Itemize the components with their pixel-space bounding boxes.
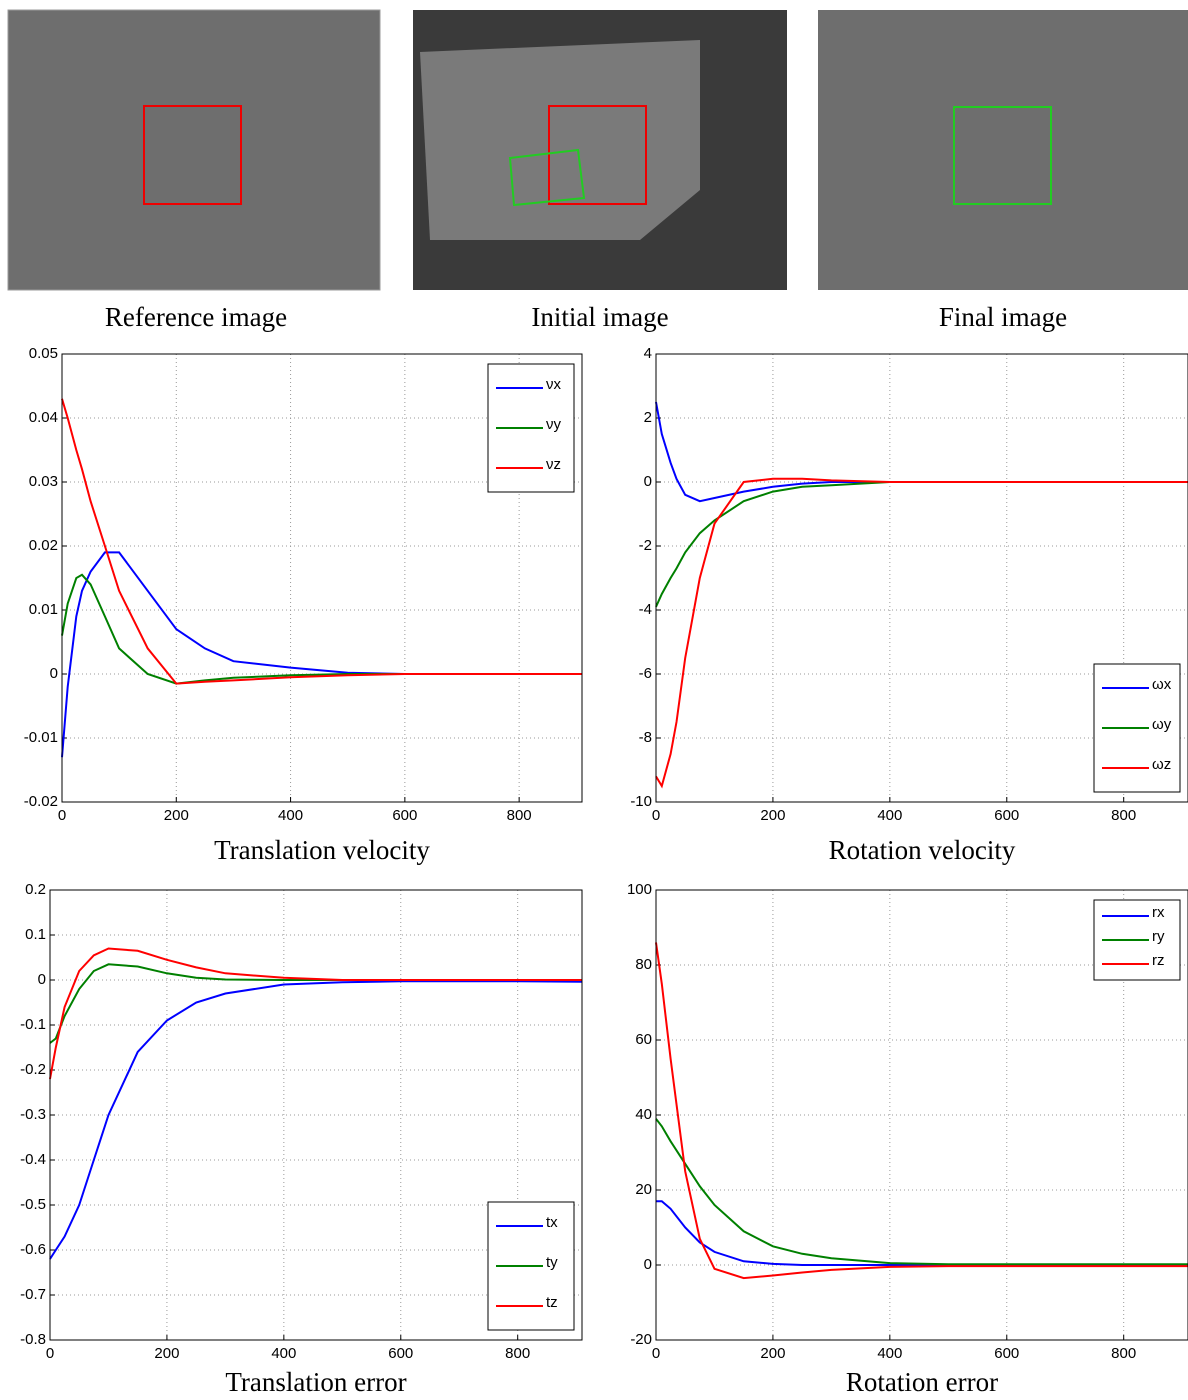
y-tick-label: 0.1 [25,926,46,943]
legend-label: tz [546,1294,558,1311]
data-line [655,942,1188,1280]
x-tick-label: 200 [164,807,189,824]
y-tick-label: 0.02 [29,537,58,554]
x-tick-label: 0 [652,1345,660,1362]
plot-frame [49,889,583,1341]
x-tick-label: 600 [392,807,417,824]
image-caption: Final image [939,302,1067,332]
x-tick-label: 600 [994,1345,1019,1362]
y-tick-label: -4 [639,601,652,618]
x-tick-label: 0 [58,807,66,824]
y-tick-label: -0.02 [24,793,58,810]
y-tick-label: -6 [639,665,652,682]
legend-label: rx [1152,904,1165,921]
initial-image [413,10,787,290]
y-tick-label: 100 [627,881,652,898]
y-tick-label: 0.03 [29,473,58,490]
plot-frame [655,353,1188,803]
data-line [655,477,1188,789]
y-tick-label: -0.1 [20,1016,46,1033]
legend-label: ωz [1152,756,1171,773]
x-tick-label: 400 [278,807,303,824]
y-tick-label: -2 [639,537,652,554]
legend-label: rz [1152,952,1165,969]
y-tick-label: -0.4 [20,1151,46,1168]
y-tick-label: -0.7 [20,1286,46,1303]
x-tick-label: 200 [760,807,785,824]
data-line [655,1118,1188,1266]
y-tick-label: 0.05 [29,345,58,362]
final-image [818,10,1188,290]
x-tick-label: 800 [507,807,532,824]
chart-title: Translation error [225,1367,406,1397]
x-tick-label: 400 [271,1345,296,1362]
x-tick-label: 0 [652,807,660,824]
y-tick-label: 0.01 [29,601,58,618]
reference-image [7,9,381,291]
y-tick-label: -20 [630,1331,652,1348]
chart-title: Translation velocity [214,835,430,865]
legend-label: νx [546,376,562,393]
y-tick-label: 20 [635,1181,652,1198]
plot-frame [61,353,583,803]
legend-label: ωy [1152,716,1172,733]
y-tick-label: 0.04 [29,409,58,426]
x-tick-label: 800 [1111,1345,1136,1362]
legend-label: tx [546,1214,558,1231]
y-tick-label: 0.2 [25,881,46,898]
plot-frame [655,889,1188,1341]
x-tick-label: 200 [760,1345,785,1362]
y-tick-label: 0 [38,971,46,988]
legend-label: νy [546,416,562,433]
y-tick-label: -0.2 [20,1061,46,1078]
legend-label: νz [546,456,561,473]
y-tick-label: -8 [639,729,652,746]
x-tick-label: 600 [388,1345,413,1362]
legend-label: ry [1152,928,1165,945]
y-tick-label: -0.3 [20,1106,46,1123]
y-tick-label: 0 [50,665,58,682]
x-tick-label: 400 [877,1345,902,1362]
x-tick-label: 200 [154,1345,179,1362]
image-caption: Initial image [531,302,668,332]
x-tick-label: 600 [994,807,1019,824]
data-line [49,947,582,1080]
y-tick-label: 0 [644,473,652,490]
y-tick-label: 4 [644,345,652,362]
x-tick-label: 400 [877,807,902,824]
chart-title: Rotation velocity [829,835,1016,865]
y-tick-label: -0.6 [20,1241,46,1258]
x-tick-label: 800 [505,1345,530,1362]
legend-label: ty [546,1254,558,1271]
y-tick-label: 2 [644,409,652,426]
y-tick-label: 80 [635,956,652,973]
y-tick-label: -0.5 [20,1196,46,1213]
x-tick-label: 800 [1111,807,1136,824]
y-tick-label: 60 [635,1031,652,1048]
y-tick-label: 0 [644,1256,652,1273]
data-line [49,980,583,1260]
image-caption: Reference image [105,302,287,332]
chart-title: Rotation error [846,1367,998,1397]
y-tick-label: 40 [635,1106,652,1123]
y-tick-label: -0.8 [20,1331,46,1348]
data-line [61,398,582,685]
y-tick-label: -0.01 [24,729,58,746]
y-tick-label: -10 [630,793,652,810]
x-tick-label: 0 [46,1345,54,1362]
legend-label: ωx [1152,676,1172,693]
